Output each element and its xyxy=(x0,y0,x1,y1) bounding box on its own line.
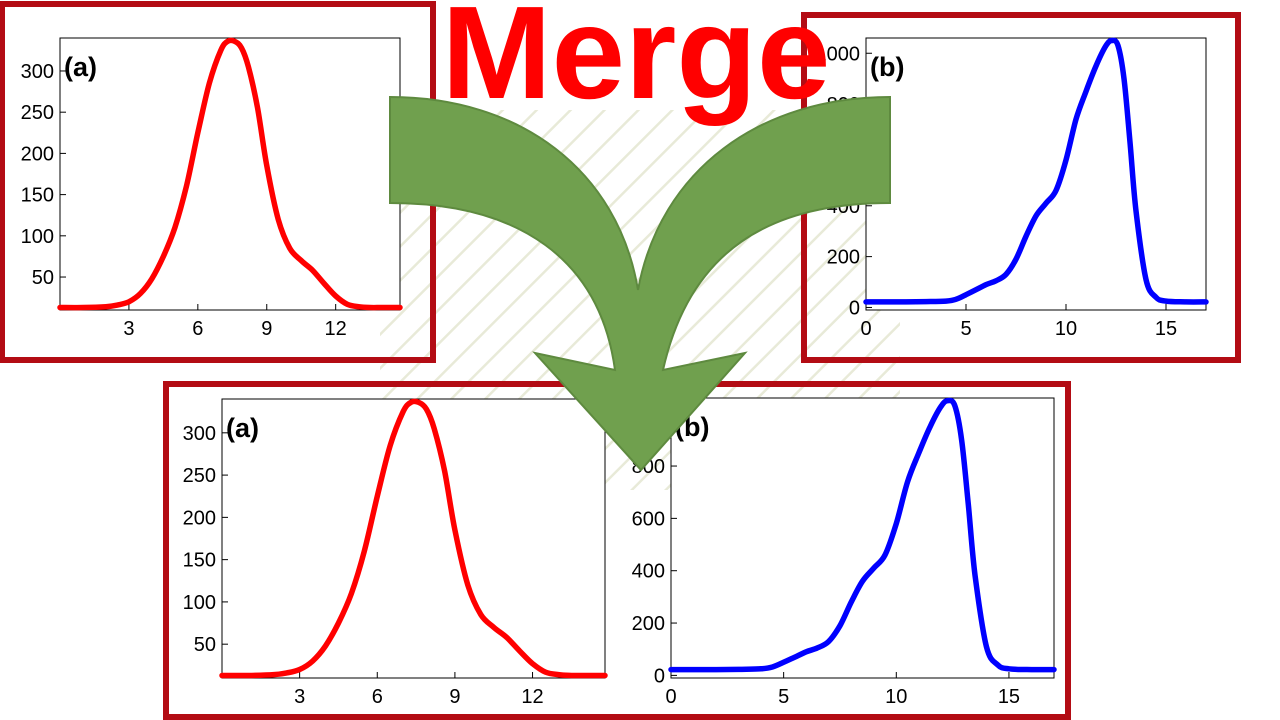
y-tick-label: 1000 xyxy=(816,43,861,65)
y-tick-label: 400 xyxy=(632,561,665,583)
y-tick-label: 0 xyxy=(849,297,860,319)
panel-label: (a) xyxy=(226,413,259,443)
chart-panel-top-left: 3 6 9 12 50 100 150 200 250 300 (a) xyxy=(21,37,403,340)
x-tick-label: 9 xyxy=(449,686,460,708)
x-tick-label: 3 xyxy=(123,318,134,340)
y-tick-label: 150 xyxy=(21,185,54,207)
x-tick-label: 12 xyxy=(521,686,543,708)
x-tick-label: 10 xyxy=(885,686,907,708)
x-tick-label: 10 xyxy=(1055,318,1077,340)
plot-area xyxy=(865,37,1207,311)
y-tick-label: 600 xyxy=(632,508,665,530)
x-tick-label: 5 xyxy=(778,686,789,708)
y-tick-label: 200 xyxy=(827,247,860,269)
y-tick-label: 150 xyxy=(183,550,216,572)
series-line-bottom-left xyxy=(219,398,608,679)
y-tick-label: 250 xyxy=(21,102,54,124)
series-line-bottom-right xyxy=(668,397,1057,673)
y-tick-label: 300 xyxy=(183,423,216,445)
x-tick-label: 15 xyxy=(1155,318,1177,340)
x-tick-label: 0 xyxy=(665,686,676,708)
y-tick-label: 250 xyxy=(183,465,216,487)
series-line-top-left xyxy=(57,37,403,311)
x-tick-label: 5 xyxy=(960,318,971,340)
x-tick-label: 6 xyxy=(192,318,203,340)
x-tick-label: 15 xyxy=(998,686,1020,708)
series-line-top-right xyxy=(863,37,1209,305)
y-tick-label: 300 xyxy=(21,61,54,83)
x-tick-label: 12 xyxy=(325,318,347,340)
y-tick-label: 200 xyxy=(21,143,54,165)
chart-panel-top-right: 05101502004006008001000(b) xyxy=(816,37,1209,340)
y-tick-label: 50 xyxy=(194,634,216,656)
y-tick-label: 50 xyxy=(32,267,54,289)
chart-panel-bottom-left: 3 6 9 12 50 100 150 200 250 300 (a) xyxy=(183,398,608,708)
panel-label: (b) xyxy=(870,52,904,82)
x-tick-label: 9 xyxy=(261,318,272,340)
plot-area xyxy=(59,37,401,311)
panel-label: (a) xyxy=(64,52,97,82)
x-tick-label: 3 xyxy=(294,686,305,708)
y-tick-label: 100 xyxy=(21,226,54,248)
y-tick-label: 0 xyxy=(654,665,665,687)
x-tick-label: 6 xyxy=(372,686,383,708)
plot-area xyxy=(670,397,1055,679)
plot-area xyxy=(221,398,606,679)
merge-arrow-icon xyxy=(389,95,891,472)
merge-title: Merge xyxy=(442,0,831,126)
y-tick-label: 200 xyxy=(632,613,665,635)
x-tick-label: 0 xyxy=(860,318,871,340)
y-tick-label: 200 xyxy=(183,507,216,529)
y-tick-label: 100 xyxy=(183,592,216,614)
